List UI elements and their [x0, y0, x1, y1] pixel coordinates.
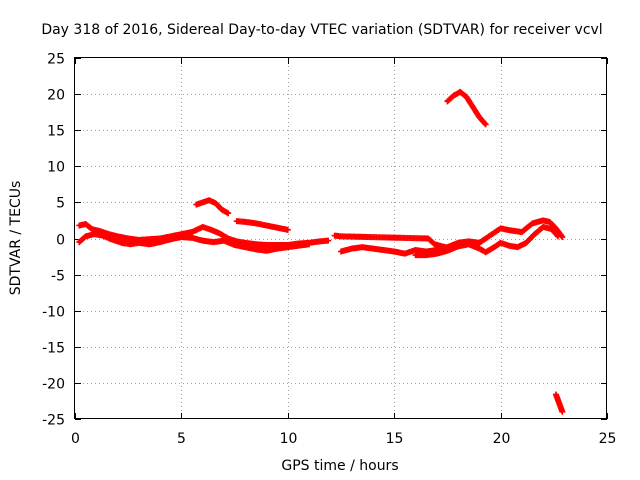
x-tick-label: 5	[177, 431, 186, 447]
track-low-drop	[552, 391, 566, 415]
y-tick-label: -20	[42, 377, 65, 393]
y-tick-label: 25	[47, 52, 65, 68]
y-tick-label: 5	[56, 196, 65, 212]
x-tick-label: 20	[493, 431, 511, 447]
data-point	[306, 241, 313, 248]
y-tick-label: 0	[56, 233, 65, 249]
data-point	[225, 210, 232, 217]
y-tick-label: -15	[42, 341, 65, 357]
data-point	[284, 226, 291, 233]
data-point	[442, 244, 449, 251]
track-plateau	[233, 218, 291, 233]
data-point	[559, 408, 566, 415]
x-tick-label: 10	[280, 431, 298, 447]
axis-ticks: 0 5 10 15 20 25 -25 -20 -15 -10 -5 0 5 10 15 20 25	[42, 52, 616, 448]
chart-title: Day 318 of 2016, Sidereal Day-to-day VTE…	[41, 22, 602, 38]
y-tick-label: 10	[47, 160, 65, 176]
track-main-lower	[76, 231, 313, 254]
x-tick-label: 0	[71, 431, 80, 447]
data-point	[482, 121, 489, 128]
x-tick-label: 25	[599, 431, 617, 447]
data-point	[325, 237, 332, 244]
y-tick-label: 20	[47, 88, 65, 104]
data-point	[481, 120, 488, 127]
data-points	[76, 88, 566, 415]
track-mid-day-lower	[412, 223, 562, 259]
data-point	[555, 233, 562, 240]
x-tick-label: 15	[386, 431, 404, 447]
y-tick-label: -5	[51, 269, 65, 285]
x-axis-label: GPS time / hours	[281, 458, 398, 474]
y-tick-label: -25	[42, 413, 65, 429]
y-tick-label: 15	[47, 124, 65, 140]
data-point	[554, 232, 561, 239]
track-brief-dip	[331, 232, 449, 251]
y-axis-label: SDTVAR / TECUs	[8, 181, 24, 296]
track-high-arc	[444, 88, 489, 128]
plot-frame	[74, 57, 607, 419]
track-bump	[193, 197, 232, 217]
y-tick-label: -10	[42, 305, 65, 321]
